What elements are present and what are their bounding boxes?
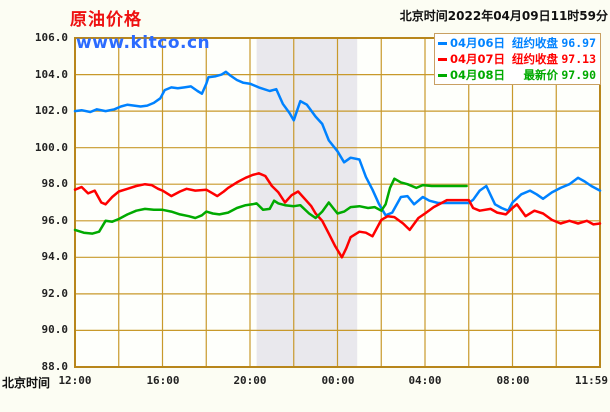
blue-dash-icon [438, 41, 447, 45]
y-tick-label: 94.0 [41, 250, 69, 263]
x-tick-label: 12:00 [58, 374, 92, 387]
page-title: 原油价格 [70, 10, 142, 30]
red-dash-icon [438, 57, 447, 61]
legend-value: 96.97 [561, 35, 596, 50]
legend-label: 纽约收盘 [512, 51, 558, 66]
legend-row-apr07: 04月07日 纽约收盘 97.13 [438, 52, 596, 67]
y-tick-label: 102.0 [34, 104, 68, 117]
legend-box: 04月06日 纽约收盘 96.97 04月07日 纽约收盘 97.13 04月0… [434, 33, 601, 85]
legend-row-apr06: 04月06日 纽约收盘 96.97 [438, 36, 596, 51]
y-tick-label: 88.0 [41, 360, 69, 373]
y-tick-label: 100.0 [34, 141, 68, 154]
y-tick-label: 104.0 [34, 68, 68, 81]
price-line-1 [73, 172, 602, 259]
legend-date: 04月08日 [450, 67, 506, 82]
beijing-timestamp: 北京时间2022年04月09日11时59分 [399, 9, 608, 23]
price-line-2 [73, 177, 468, 235]
x-tick-label: 20:00 [233, 374, 267, 387]
x-tick-label: 11:59 [574, 374, 608, 387]
x-axis-title: 北京时间 [2, 376, 51, 390]
legend-date: 04月07日 [450, 51, 506, 66]
legend-label: 最新价 [523, 67, 559, 82]
y-tick-label: 98.0 [41, 177, 69, 190]
legend-row-apr08: 04月08日 最新价 97.90 [438, 68, 596, 83]
x-tick-label: 00:00 [321, 374, 355, 387]
x-tick-label: 16:00 [146, 374, 180, 387]
plot-border [74, 37, 601, 368]
legend-value: 97.13 [561, 51, 596, 66]
y-tick-label: 90.0 [41, 323, 69, 336]
x-tick-label: 08:00 [496, 374, 530, 387]
kitco-watermark: www.kitco.cn [76, 33, 211, 53]
green-dash-icon [438, 73, 447, 77]
y-tick-label: 92.0 [41, 287, 69, 300]
y-tick-label: 96.0 [41, 214, 69, 227]
legend-date: 04月06日 [450, 35, 506, 50]
legend-value: 97.90 [561, 67, 596, 82]
price-line-0 [73, 70, 602, 217]
x-tick-label: 04:00 [408, 374, 442, 387]
legend-label: 纽约收盘 [512, 35, 558, 50]
y-tick-label: 106.0 [34, 31, 68, 44]
